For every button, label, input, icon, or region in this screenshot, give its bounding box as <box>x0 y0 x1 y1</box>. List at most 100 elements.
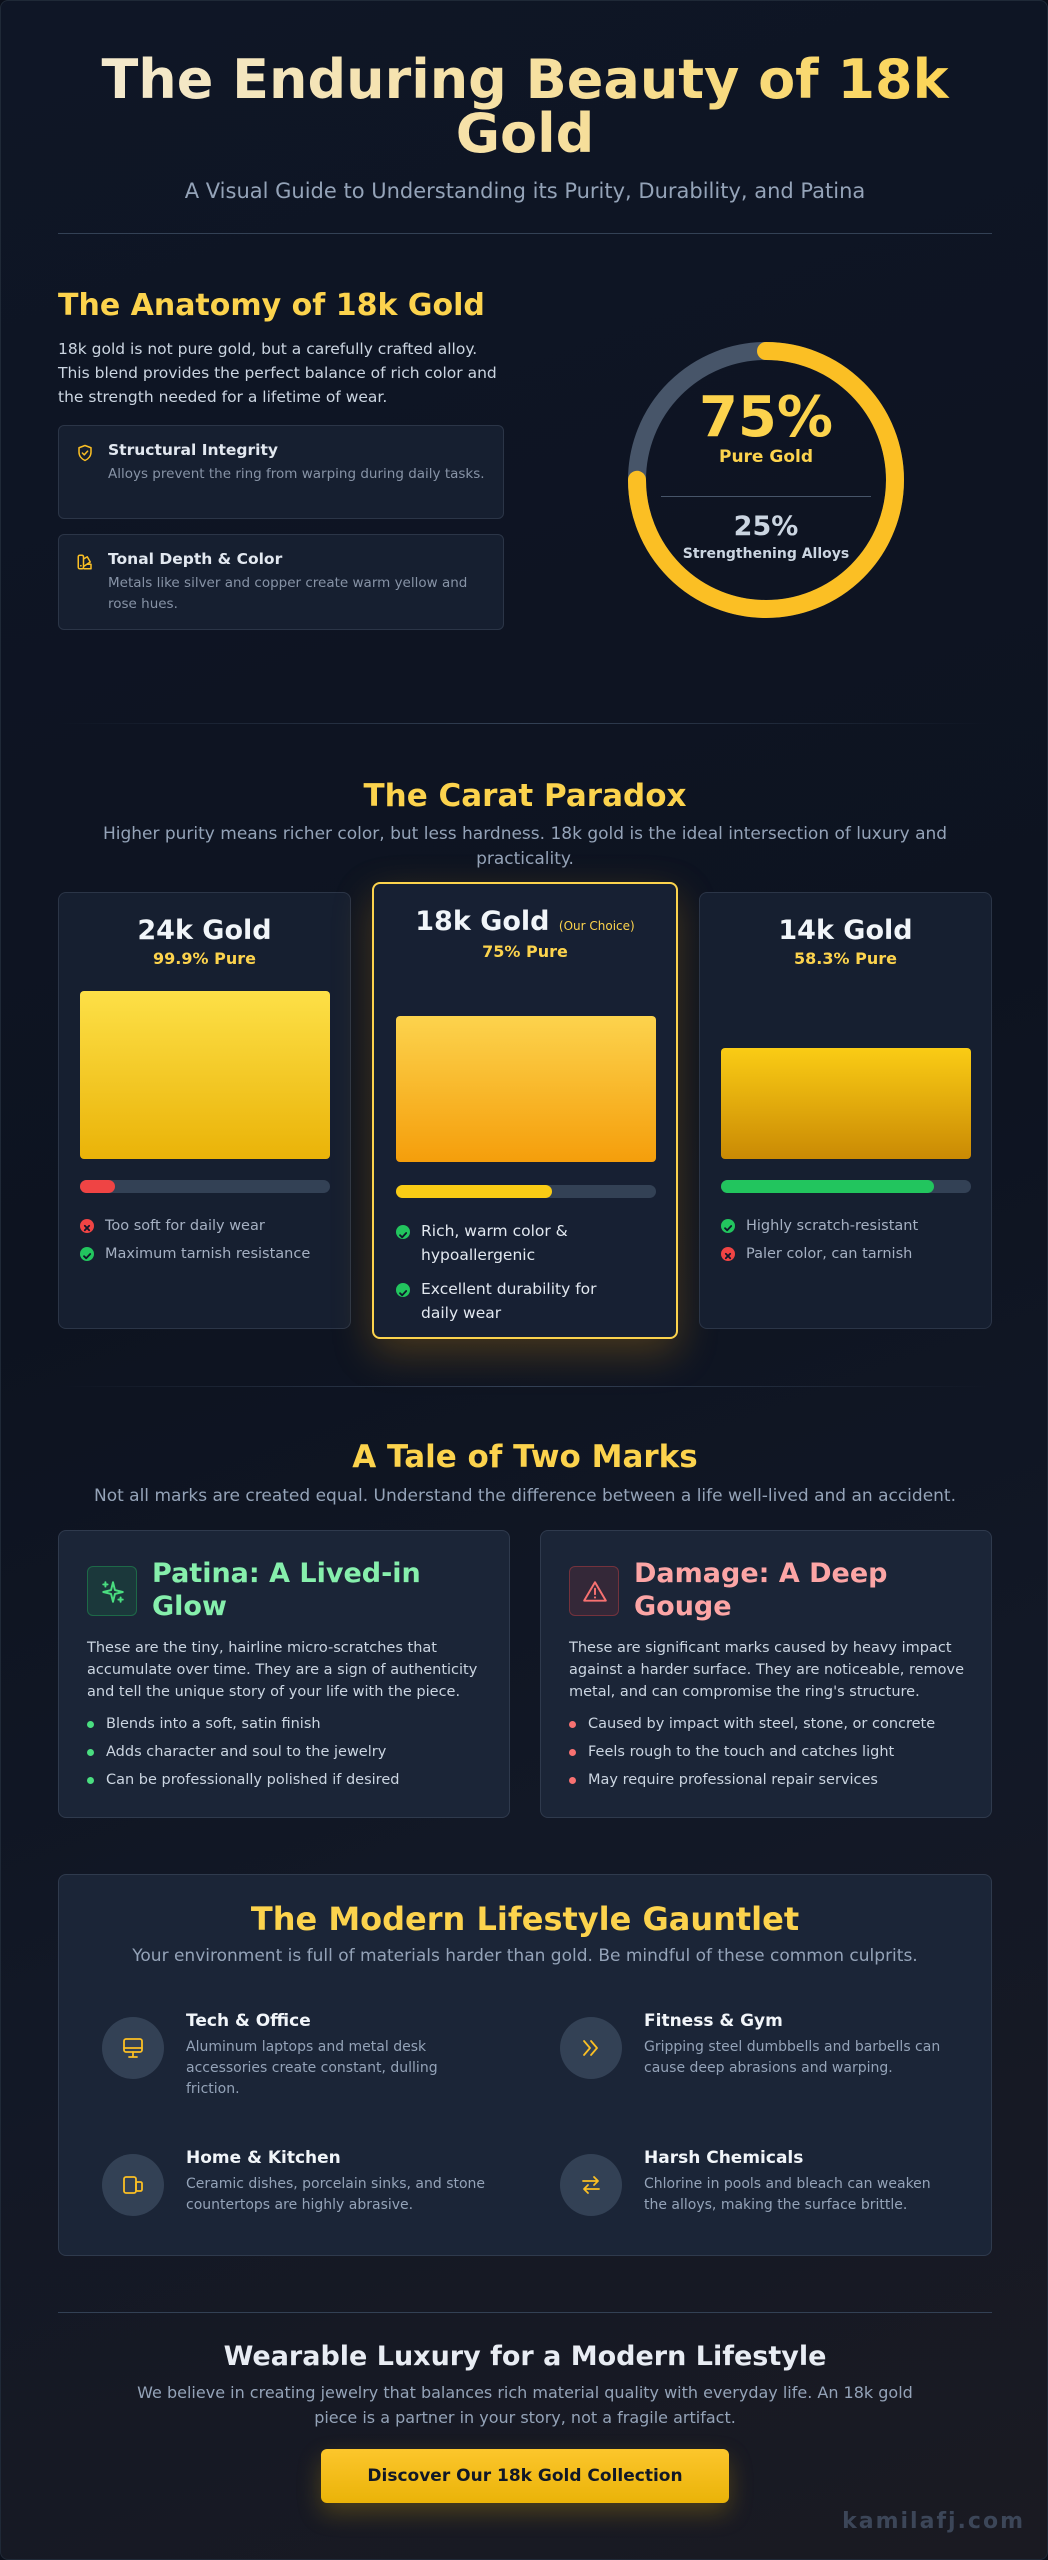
card-points: Highly scratch-resistant Paler color, ca… <box>721 1214 981 1270</box>
sparkles-icon <box>102 1581 124 1603</box>
patina-card: Patina: A Lived-in Glow These are the ti… <box>58 1530 510 1818</box>
anatomy-title: The Anatomy of 18k Gold <box>58 288 485 323</box>
patina-body: These are the tiny, hairline micro-scrat… <box>87 1640 478 1700</box>
brand-watermark: kamilafj.com <box>842 2509 1025 2534</box>
footer-title: Wearable Luxury for a Modern Lifestyle <box>223 2341 827 2372</box>
donut-ring <box>628 342 904 618</box>
damage-title: Damage: A Deep Gouge <box>634 1558 888 1622</box>
list-item: Adds character and soul to the jewelry <box>87 1742 399 1762</box>
list-item: Too soft for daily wear <box>80 1214 340 1238</box>
carat-card-14k: 14k Gold 58.3% Pure Highly scratch-resis… <box>699 892 992 1329</box>
divider <box>58 723 992 724</box>
check-circle-icon <box>396 1283 410 1297</box>
gauntlet-item-desc: Aluminum laptops and metal desk accessor… <box>186 2039 438 2097</box>
card-name: 18k Gold (Our Choice) <box>415 906 635 937</box>
anatomy-body: 18k gold is not pure gold, but a careful… <box>58 340 497 406</box>
gauntlet-item-title: Harsh Chemicals <box>644 2148 804 2168</box>
carat-card-18k: 18k Gold (Our Choice) 75% Pure Rich, war… <box>372 882 678 1339</box>
chevrons-right-icon <box>583 2040 598 2056</box>
swap-arrows-icon <box>582 2176 600 2194</box>
discover-collection-button[interactable]: Discover Our 18k Gold Collection <box>321 2449 729 2503</box>
check-circle-icon <box>80 1247 94 1261</box>
list-item: Rich, warm color & hypoallergenic <box>396 1219 636 1267</box>
footer-body: We believe in creating jewelry that bala… <box>137 2383 913 2427</box>
gauntlet-icon-circle <box>102 2154 164 2216</box>
damage-body: These are significant marks caused by he… <box>569 1640 965 1700</box>
divider <box>58 2312 992 2313</box>
x-circle-icon <box>721 1247 735 1261</box>
palette-icon <box>77 554 92 570</box>
shield-check-icon <box>78 444 92 462</box>
list-item: Excellent durability for daily wear <box>396 1277 636 1325</box>
gauntlet-icon-circle <box>560 2154 622 2216</box>
x-circle-icon <box>80 1219 94 1233</box>
feature-desc: Alloys prevent the ring from warping dur… <box>108 466 485 482</box>
donut-divider <box>661 496 871 497</box>
divider <box>58 1386 992 1387</box>
gauntlet-item-title: Tech & Office <box>186 2011 311 2031</box>
marks-subtitle: Not all marks are created equal. Underst… <box>93 1486 956 1506</box>
gold-segment <box>628 342 904 618</box>
check-circle-icon <box>721 1219 735 1233</box>
damage-card: Damage: A Deep Gouge These are significa… <box>540 1530 992 1818</box>
card-purity: 99.9% Pure <box>153 949 256 968</box>
card-points: Rich, warm color & hypoallergenic Excell… <box>396 1219 636 1335</box>
card-name: 14k Gold <box>778 915 913 946</box>
devices-icon <box>123 2176 143 2194</box>
feature-tonal-depth: Tonal Depth & Color Metals like silver a… <box>58 534 504 630</box>
color-swatch <box>396 1016 656 1162</box>
purity-donut-chart: 75% Pure Gold 25% Strengthening Alloys <box>619 333 913 627</box>
damage-points: Caused by impact with steel, stone, or c… <box>569 1714 935 1798</box>
list-item: Blends into a soft, satin finish <box>87 1714 399 1734</box>
list-item: Maximum tarnish resistance <box>80 1242 340 1266</box>
gauntlet-item-desc: Ceramic dishes, porcelain sinks, and sto… <box>186 2176 486 2213</box>
list-item: Paler color, can tarnish <box>721 1242 981 1266</box>
gauntlet-subtitle: Your environment is full of materials ha… <box>132 1946 918 1966</box>
warning-triangle-icon <box>583 1581 607 1602</box>
gold-percent: 75% <box>698 385 834 450</box>
gauntlet-item-desc: Gripping steel dumbbells and barbells ca… <box>644 2039 941 2076</box>
card-purity: 58.3% Pure <box>794 949 897 968</box>
durability-fill <box>721 1180 934 1193</box>
color-swatch <box>721 1048 971 1159</box>
feature-structural-integrity: Structural Integrity Alloys prevent the … <box>58 425 504 519</box>
gauntlet-section: The Modern Lifestyle Gauntlet Your envir… <box>58 1874 992 2256</box>
patina-title: Patina: A Lived-in Glow <box>152 1558 421 1622</box>
card-points: Too soft for daily wear Maximum tarnish … <box>80 1214 340 1270</box>
patina-points: Blends into a soft, satin finish Adds ch… <box>87 1714 399 1798</box>
gauntlet-item-title: Fitness & Gym <box>644 2011 783 2031</box>
check-circle-icon <box>396 1225 410 1239</box>
patina-icon-box <box>87 1566 137 1616</box>
feature-title: Structural Integrity <box>108 441 278 459</box>
carat-card-24k: 24k Gold 99.9% Pure Too soft for daily w… <box>58 892 351 1329</box>
list-item: Caused by impact with steel, stone, or c… <box>569 1714 935 1734</box>
durability-track <box>80 1180 330 1193</box>
divider <box>58 233 992 234</box>
card-name: 24k Gold <box>137 915 272 946</box>
marks-title: A Tale of Two Marks <box>352 1439 698 1475</box>
alloy-percent: 25% <box>733 511 799 542</box>
carat-subtitle: Higher purity means richer color, but le… <box>102 824 948 869</box>
durability-track <box>396 1185 656 1198</box>
list-item: Feels rough to the touch and catches lig… <box>569 1742 935 1762</box>
damage-icon-box <box>569 1566 619 1616</box>
carat-title: The Carat Paradox <box>363 778 687 814</box>
our-choice-tag: (Our Choice) <box>558 919 635 933</box>
durability-track <box>721 1180 971 1193</box>
list-item: Can be professionally polished if desire… <box>87 1770 399 1790</box>
anatomy-section: The Anatomy of 18k Gold 18k gold is not … <box>58 289 504 630</box>
card-purity: 75% Pure <box>482 942 568 961</box>
color-swatch <box>80 991 330 1159</box>
alloy-label: Strengthening Alloys <box>682 546 850 562</box>
feature-title: Tonal Depth & Color <box>108 550 283 568</box>
durability-fill <box>80 1180 115 1193</box>
page-title: The Enduring Beauty of 18k Gold <box>58 53 992 161</box>
monitor-icon <box>123 2038 143 2058</box>
list-item: May require professional repair services <box>569 1770 935 1790</box>
page-subtitle: A Visual Guide to Understanding its Puri… <box>184 179 866 203</box>
feature-desc: Metals like silver and copper create war… <box>108 575 468 612</box>
page-header: The Enduring Beauty of 18k Gold A Visual… <box>58 53 992 204</box>
gauntlet-item-desc: Chlorine in pools and bleach can weaken … <box>644 2176 931 2213</box>
gold-label: Pure Gold <box>718 447 814 467</box>
